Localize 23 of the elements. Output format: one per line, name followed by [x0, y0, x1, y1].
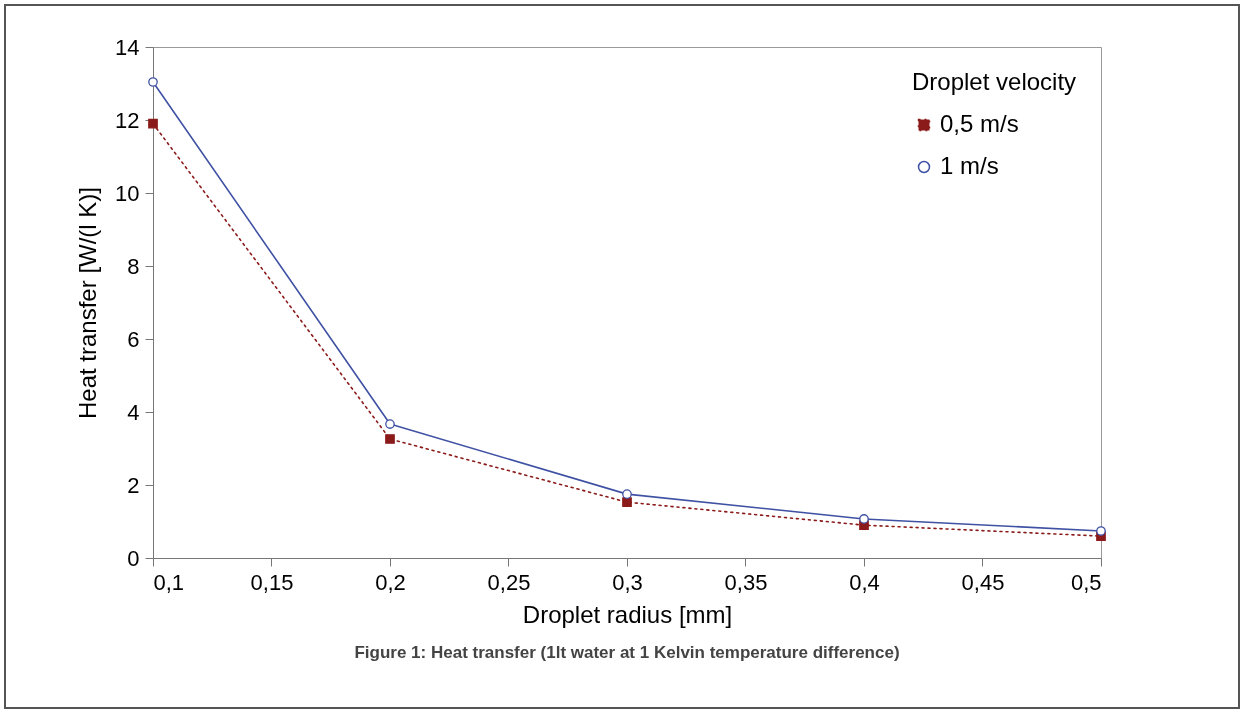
y-tick-label: 12 — [115, 107, 140, 133]
y-tick-label: 4 — [127, 399, 140, 425]
x-tick-label: 0,5 — [1070, 569, 1102, 595]
legend-label: 1 m/s — [940, 152, 999, 179]
x-tick-label: 0,2 — [375, 569, 406, 595]
y-tick-label: 14 — [115, 34, 140, 60]
y-tick-label: 10 — [115, 180, 140, 206]
x-tick-label: 0,35 — [724, 569, 768, 595]
x-tick-label: 0,15 — [250, 569, 294, 595]
x-tick-label: 0,1 — [153, 569, 185, 595]
legend-label: 0,5 m/s — [940, 110, 1019, 137]
y-axis-title: Heat transfer [W/(l K)] — [74, 186, 102, 420]
x-tick-label: 0,4 — [849, 569, 880, 595]
x-tick-label: 0,25 — [487, 569, 531, 595]
y-tick-label: 8 — [127, 253, 140, 279]
y-tick-label: 2 — [127, 472, 140, 498]
x-tick-label: 0,3 — [612, 569, 643, 595]
legend-title: Droplet velocity — [912, 68, 1077, 95]
x-tick-label: 0,45 — [961, 569, 1005, 595]
y-tick-label: 0 — [127, 545, 140, 571]
y-tick-label: 6 — [127, 326, 140, 352]
x-axis-title: Droplet radius [mm] — [522, 600, 733, 628]
caption: Figure 1: Heat transfer (1lt water at 1 Kelvin temperature difference) — [354, 643, 900, 662]
